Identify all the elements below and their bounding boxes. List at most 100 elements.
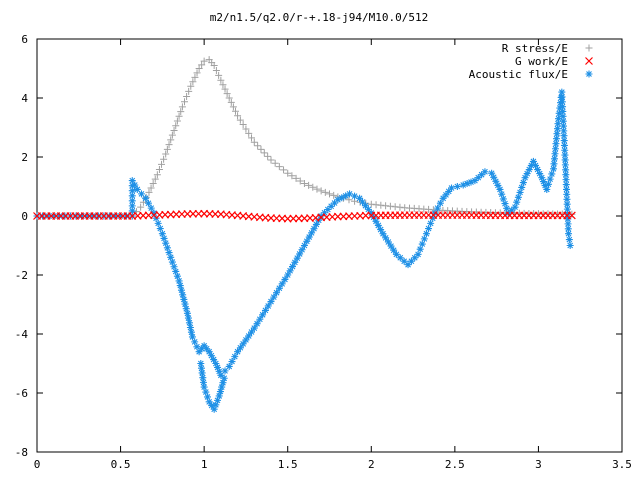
data-point bbox=[239, 340, 247, 348]
data-point bbox=[331, 199, 339, 207]
data-point bbox=[513, 198, 521, 206]
data-point bbox=[488, 169, 496, 177]
x-tick-label: 3 bbox=[535, 458, 542, 471]
data-point bbox=[561, 156, 569, 164]
data-point bbox=[293, 254, 301, 262]
data-point bbox=[338, 194, 346, 202]
data-point bbox=[193, 343, 201, 351]
data-point bbox=[561, 146, 569, 154]
data-point bbox=[552, 135, 560, 143]
data-point bbox=[197, 360, 205, 367]
data-point bbox=[122, 212, 130, 220]
data-point bbox=[288, 263, 296, 271]
data-point bbox=[384, 238, 392, 246]
data-point bbox=[55, 212, 63, 220]
data-point bbox=[562, 181, 570, 189]
data-point bbox=[198, 345, 206, 353]
data-point bbox=[334, 196, 342, 204]
legend-label: G work/E bbox=[515, 55, 568, 68]
data-point bbox=[231, 353, 239, 361]
data-point bbox=[248, 134, 255, 142]
data-point bbox=[220, 374, 228, 382]
data-point bbox=[275, 163, 283, 171]
data-point bbox=[185, 319, 193, 327]
data-point bbox=[176, 282, 184, 290]
y-tick-label: -8 bbox=[15, 446, 28, 459]
data-point bbox=[434, 204, 442, 212]
data-point bbox=[396, 254, 404, 262]
data-point bbox=[519, 179, 527, 187]
data-point bbox=[168, 131, 176, 139]
data-point bbox=[264, 302, 272, 310]
data-point bbox=[133, 185, 141, 193]
data-point bbox=[560, 127, 568, 135]
data-point bbox=[128, 177, 136, 185]
data-point bbox=[236, 116, 244, 124]
data-point bbox=[564, 215, 572, 223]
data-point bbox=[275, 284, 283, 292]
data-point bbox=[326, 190, 333, 198]
data-point bbox=[253, 320, 261, 328]
data-point bbox=[186, 324, 194, 332]
data-point bbox=[364, 205, 372, 213]
data-point bbox=[560, 122, 567, 130]
data-point bbox=[178, 103, 186, 111]
data-point bbox=[128, 187, 136, 195]
chart-title: m2/n1.5/q2.0/r-+.18-j94/M10.0/512 bbox=[210, 11, 429, 24]
data-point bbox=[463, 180, 471, 188]
data-point bbox=[563, 200, 571, 208]
x-tick-label: 0.5 bbox=[111, 458, 131, 471]
data-point bbox=[516, 188, 524, 196]
data-point bbox=[184, 314, 192, 322]
data-point bbox=[561, 161, 569, 169]
data-point bbox=[553, 125, 561, 133]
data-point bbox=[199, 378, 207, 386]
data-point bbox=[548, 170, 556, 178]
data-point bbox=[154, 219, 162, 227]
data-point bbox=[445, 187, 453, 195]
data-point bbox=[185, 87, 193, 95]
data-point bbox=[170, 263, 178, 271]
data-point bbox=[313, 185, 321, 193]
data-point bbox=[202, 388, 210, 396]
data-point bbox=[382, 202, 390, 210]
data-point bbox=[521, 174, 529, 182]
data-point bbox=[422, 230, 430, 238]
data-point bbox=[345, 196, 353, 204]
data-point bbox=[214, 396, 222, 404]
data-point bbox=[173, 117, 181, 125]
data-point bbox=[210, 62, 218, 70]
data-point bbox=[308, 229, 316, 237]
data-point bbox=[549, 165, 557, 173]
data-point bbox=[448, 184, 456, 192]
data-point bbox=[300, 180, 308, 188]
data-point bbox=[191, 73, 199, 81]
data-point bbox=[501, 200, 509, 208]
data-point bbox=[162, 239, 170, 247]
data-point bbox=[554, 115, 562, 123]
data-point bbox=[229, 103, 237, 111]
data-point bbox=[254, 142, 262, 150]
data-point bbox=[361, 202, 369, 210]
data-point bbox=[291, 258, 299, 266]
data-point bbox=[267, 156, 275, 164]
data-point bbox=[523, 170, 531, 178]
data-point bbox=[242, 336, 250, 344]
data-point bbox=[536, 170, 544, 178]
data-point bbox=[330, 191, 338, 199]
data-point bbox=[215, 367, 223, 375]
data-point bbox=[317, 212, 325, 220]
data-point bbox=[177, 286, 185, 294]
data-point bbox=[427, 219, 435, 227]
data-point bbox=[147, 184, 155, 192]
data-point bbox=[216, 388, 224, 396]
data-point bbox=[559, 103, 567, 111]
data-point bbox=[478, 171, 486, 179]
data-point bbox=[197, 364, 205, 372]
data-point bbox=[416, 245, 424, 253]
data-point bbox=[170, 126, 178, 134]
data-point bbox=[496, 185, 504, 193]
data-point bbox=[183, 309, 191, 317]
data-point bbox=[342, 192, 350, 200]
data-point bbox=[481, 168, 489, 176]
